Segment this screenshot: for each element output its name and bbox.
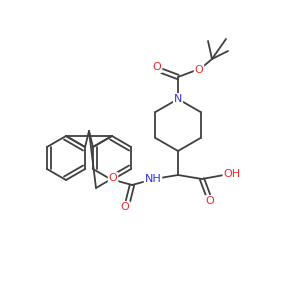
Text: N: N [174,94,182,104]
Text: OH: OH [224,169,241,179]
Text: NH: NH [145,174,161,184]
Text: O: O [121,202,129,212]
Text: O: O [153,62,161,72]
Text: O: O [195,65,203,75]
Text: O: O [109,173,117,183]
Text: O: O [206,196,214,206]
